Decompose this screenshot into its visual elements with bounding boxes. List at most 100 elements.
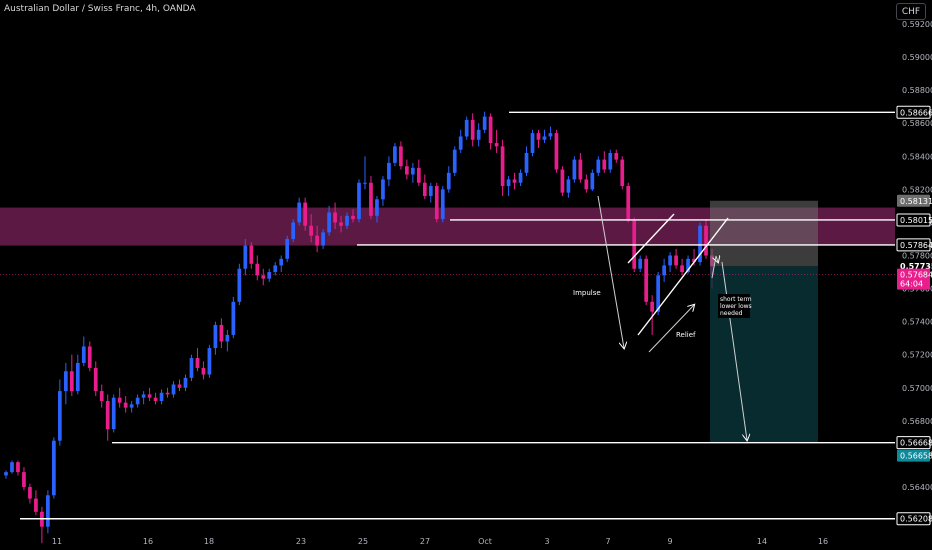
candle-body xyxy=(369,182,373,216)
candle-body xyxy=(4,472,8,476)
annotation-impulse: Impulse xyxy=(573,289,601,297)
candle-body xyxy=(75,362,80,392)
candle xyxy=(542,129,547,144)
price-tick: 0.57000 xyxy=(902,384,932,393)
candle xyxy=(183,374,188,392)
price-tick: 0.57800 xyxy=(902,252,932,261)
annotation-note-box xyxy=(718,294,750,318)
price-tag: 0.57864 xyxy=(896,238,932,252)
candle xyxy=(578,152,583,183)
candle xyxy=(213,321,218,355)
candle-body xyxy=(46,495,50,527)
candle xyxy=(34,490,38,516)
candle xyxy=(141,391,146,405)
candle xyxy=(345,212,349,230)
time-axis[interactable]: 11 16 18 23 25 27 Oct 3 7 9 14 16 xyxy=(52,537,828,546)
candle-body xyxy=(530,133,535,153)
candle-body xyxy=(518,172,523,183)
candle xyxy=(87,341,92,372)
price-tag-label: 0.56208 xyxy=(900,515,932,524)
candle-body xyxy=(405,166,409,175)
candle xyxy=(560,166,565,196)
candle xyxy=(554,129,559,173)
candle-body xyxy=(303,202,308,226)
candle xyxy=(662,258,666,282)
candle-body xyxy=(321,232,325,246)
candle xyxy=(500,139,505,196)
price-tick: 0.56400 xyxy=(902,483,932,492)
candle xyxy=(351,209,355,223)
candle-body xyxy=(590,172,595,190)
candle-body xyxy=(506,179,511,187)
candle xyxy=(309,214,313,243)
candle xyxy=(171,381,176,398)
candle-body xyxy=(195,358,200,368)
candle-body xyxy=(482,116,487,130)
candle xyxy=(303,197,308,231)
channel-lower-line xyxy=(637,217,729,336)
candle xyxy=(4,470,8,479)
time-tick: 23 xyxy=(296,537,306,546)
candle xyxy=(249,242,254,269)
candle xyxy=(261,268,266,286)
candle-body xyxy=(309,225,313,236)
candle-body xyxy=(614,152,619,160)
candle xyxy=(566,176,571,198)
candle-body xyxy=(135,397,140,405)
candle xyxy=(16,460,20,476)
candle xyxy=(327,205,331,236)
relief-arrow xyxy=(648,305,694,353)
candle xyxy=(399,141,403,170)
price-tags: 0.58666 0.58131 0.58015 0.57864 0.577350.576… xyxy=(896,105,932,526)
candle-body xyxy=(219,324,224,342)
price-tag-bg xyxy=(896,512,931,526)
candle-body xyxy=(81,346,86,363)
price-tag: 0.56668 xyxy=(896,436,932,450)
price-tag-label: 0.58015 xyxy=(900,216,932,225)
price-tick: 0.58200 xyxy=(902,185,932,194)
candle xyxy=(590,169,595,192)
candle xyxy=(219,318,224,349)
candle xyxy=(536,129,541,149)
candle-body xyxy=(261,275,266,279)
time-tick: 7 xyxy=(605,537,610,546)
candle-body xyxy=(644,258,649,302)
candle-body xyxy=(686,258,690,273)
candle xyxy=(698,222,702,266)
candle-body xyxy=(662,265,666,276)
currency-button[interactable]: CHF xyxy=(896,3,926,20)
bounce-arrow xyxy=(711,256,718,279)
candle-body xyxy=(183,377,188,388)
candle xyxy=(321,229,325,249)
candle-body xyxy=(69,371,74,392)
channel-upper-line xyxy=(627,213,675,264)
candle-body xyxy=(339,222,343,226)
candle-body xyxy=(225,334,230,342)
candle-body xyxy=(626,186,631,221)
price-tick: 0.59000 xyxy=(902,53,932,62)
price-tag-bg xyxy=(896,213,931,227)
annotation-relief: Relief xyxy=(676,331,696,339)
candle-body xyxy=(602,159,607,170)
candle-body xyxy=(446,172,451,190)
candle xyxy=(512,172,517,190)
price-tag: 0.58015 xyxy=(896,213,932,227)
candle-body xyxy=(105,401,110,430)
candle-body xyxy=(410,167,415,175)
price-axis[interactable]: 0.59200 0.59000 0.58800 0.58600 0.58400 0.582… xyxy=(902,20,932,492)
annotation-note-line: short term xyxy=(720,296,752,303)
candle xyxy=(63,362,68,405)
candle-body xyxy=(650,301,655,312)
candle xyxy=(704,219,708,259)
candle-body xyxy=(434,186,439,220)
candle xyxy=(650,295,655,335)
price-tag-label: 0.56668 xyxy=(900,439,932,448)
candle-body xyxy=(52,440,56,496)
candle-body xyxy=(452,149,457,173)
candle xyxy=(99,384,104,408)
candle xyxy=(57,379,62,446)
price-tag-label: 0.57735 xyxy=(900,262,932,271)
candle xyxy=(446,166,451,193)
candle-body xyxy=(680,265,684,273)
